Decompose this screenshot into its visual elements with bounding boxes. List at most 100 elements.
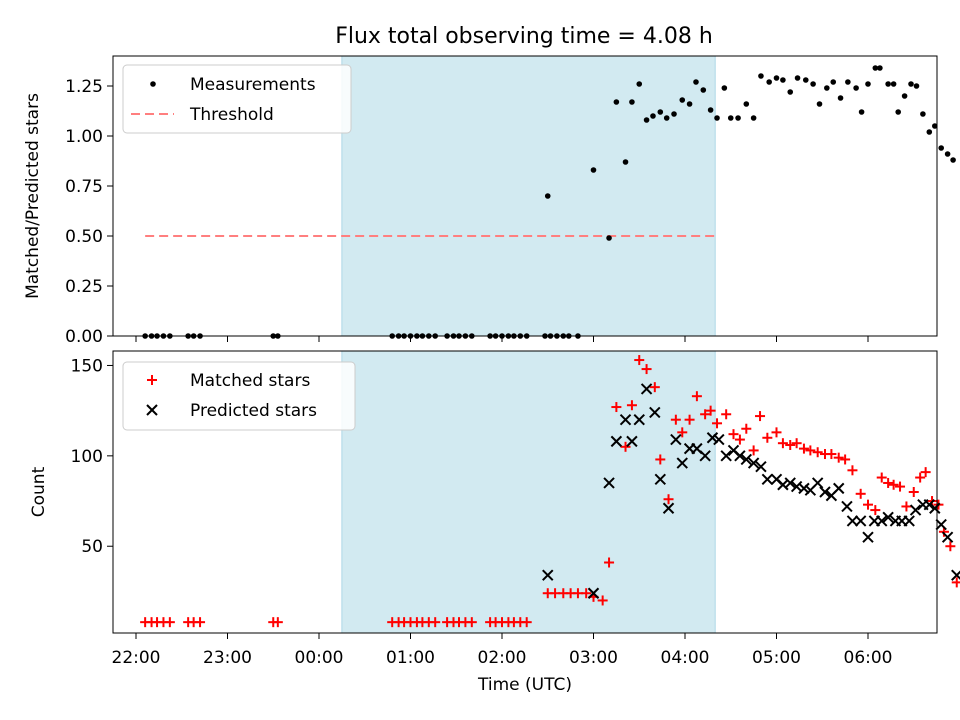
y-tick-label: 0.00: [65, 327, 103, 347]
predicted-star-point: [542, 569, 554, 581]
measurement-point: [735, 115, 741, 121]
matched-star-point: [888, 479, 899, 490]
predicted-star-point: [587, 587, 600, 599]
measurement-point: [944, 151, 951, 157]
measurement-point: [908, 81, 914, 87]
measurement-point: [700, 87, 707, 93]
measurement-point: [901, 93, 908, 99]
predicted-star-point: [882, 511, 894, 524]
measurement-point: [643, 117, 650, 123]
x-tick-label: 22:00: [112, 648, 161, 668]
matched-star-point: [863, 499, 873, 510]
measurement-point: [758, 73, 764, 79]
predicted-star-point: [903, 515, 915, 527]
measurement-point: [802, 77, 809, 83]
matched-star-point: [777, 438, 788, 449]
predicted-star-point: [811, 477, 824, 489]
measurement-point: [629, 99, 635, 105]
matched-star-point: [826, 449, 837, 460]
predicted-star-point: [734, 450, 746, 462]
matched-star-point: [691, 391, 702, 402]
measurement-point: [613, 99, 620, 105]
matched-star-point: [649, 382, 660, 393]
predicted-star-point: [941, 531, 954, 543]
predicted-star-point: [761, 473, 774, 486]
y-tick-label: 0.25: [65, 277, 103, 297]
matched-star-point: [847, 465, 858, 476]
chart-title: Flux total observing time = 4.08 h: [335, 24, 713, 49]
matched-star-point: [195, 617, 206, 628]
matched-star-point: [920, 467, 931, 478]
predicted-star-point: [706, 432, 719, 444]
measurement-point: [858, 109, 865, 115]
x-tick-label: 03:00: [569, 648, 618, 668]
matched-star-point: [883, 477, 894, 488]
measurement-point: [926, 129, 933, 135]
y-tick-label: 150: [71, 356, 103, 376]
matched-star-point: [677, 427, 688, 438]
measurement-point: [938, 145, 944, 151]
measurement-point: [830, 79, 837, 85]
predicted-star-point: [923, 498, 936, 511]
measurement-point: [766, 79, 772, 85]
measurement-point: [913, 83, 920, 89]
matched-star-point: [876, 472, 887, 483]
matched-star-point: [611, 402, 622, 413]
measurement-point: [773, 75, 780, 81]
matched-star-point: [945, 541, 956, 552]
predicted-star-point: [610, 435, 623, 448]
matched-star-point: [581, 588, 592, 599]
matched-star-point: [805, 445, 816, 456]
predicted-star-point: [833, 482, 845, 495]
predicted-star-point: [951, 569, 960, 581]
matched-star-point: [466, 617, 477, 628]
y-tick-label: 50: [81, 537, 103, 557]
count-x-ticks: 22:00 23:00 00:00 01:00 02:00 03:00 04:00 05:00…: [112, 633, 893, 668]
x-tick-label: 04:00: [661, 648, 710, 668]
measurement-point: [837, 95, 844, 101]
measurement-point: [657, 109, 664, 115]
count-panel-frame: [112, 350, 938, 634]
measurement-point: [810, 81, 816, 87]
matched-star-point: [626, 400, 637, 411]
measurement-point: [743, 101, 750, 107]
y-tick-label: 100: [71, 447, 103, 467]
predicted-star-point: [798, 482, 810, 495]
observing-window-shade-bottom: [341, 350, 716, 634]
measurement-point: [714, 115, 720, 121]
matched-star-point: [663, 494, 674, 505]
matched-star-point: [684, 414, 695, 425]
measurement-point: [824, 85, 830, 91]
matched-star-point: [734, 434, 745, 445]
legend-box: [122, 361, 356, 431]
measurement-point: [590, 167, 597, 173]
measurement-point: [787, 89, 794, 95]
matched-star-point: [741, 423, 752, 434]
matched-star-point: [655, 454, 666, 465]
time-x-label: Time (UTC): [477, 675, 572, 695]
measurement-point: [920, 111, 926, 117]
predicted-star-point: [720, 450, 732, 462]
observing-window-shade-top: [341, 55, 716, 337]
x-tick-label: 02:00: [478, 648, 527, 668]
measurement-point: [895, 109, 901, 115]
predicted-star-point: [676, 457, 688, 469]
predicted-star-point: [777, 479, 789, 491]
predicted-star-point: [935, 518, 947, 531]
x-tick-label: 06:00: [844, 648, 893, 668]
matched-star-point: [164, 617, 175, 628]
ratio-legend: Measurements Threshold: [122, 64, 352, 134]
measurement-point: [707, 107, 714, 113]
matched-star-point: [870, 505, 881, 516]
predicted-star-point: [929, 502, 941, 514]
predicted-star-point: [909, 504, 922, 516]
predicted-star-point: [626, 435, 638, 448]
matched-star-point: [855, 488, 866, 499]
matched-star-point: [634, 355, 645, 366]
shade-rect-bottom: [341, 350, 716, 634]
predicted-star-point: [854, 515, 867, 527]
predicted-star-point: [713, 433, 725, 446]
x-tick-label: 01:00: [386, 648, 435, 668]
y-tick-label: 1.25: [65, 77, 103, 97]
